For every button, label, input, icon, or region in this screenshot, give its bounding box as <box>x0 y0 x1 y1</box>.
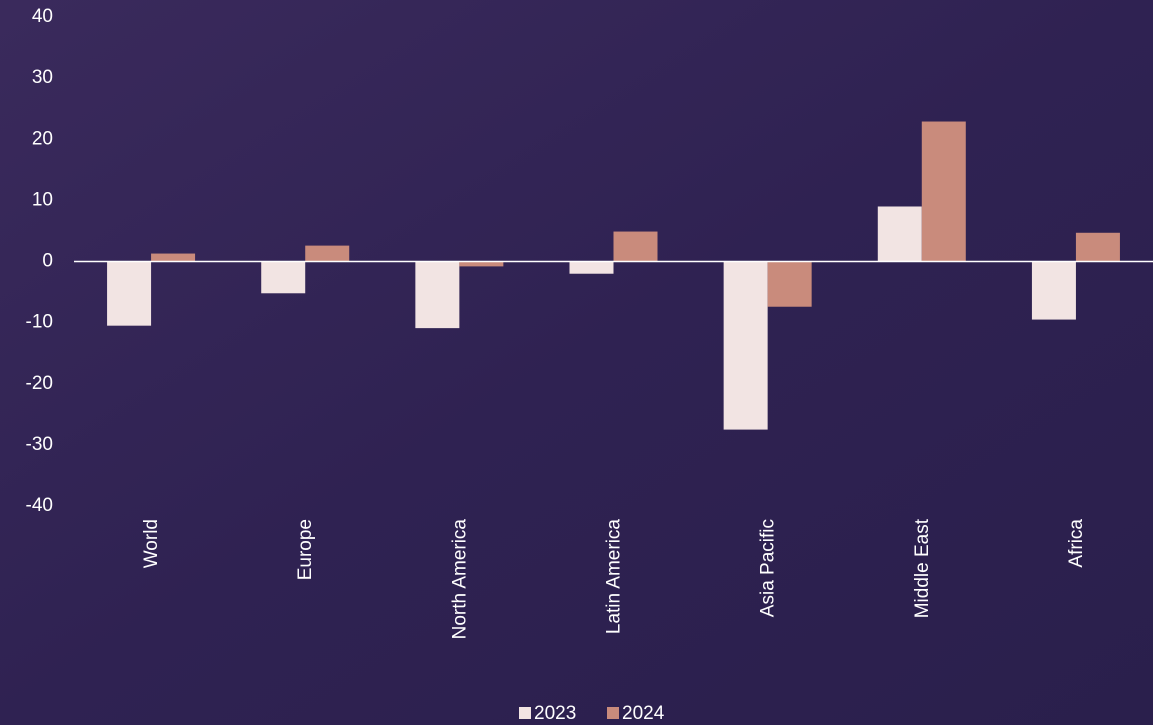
legend-label: 2023 <box>534 703 576 724</box>
x-tick-label: Europe <box>295 519 316 580</box>
bar <box>261 261 306 294</box>
bar <box>723 261 768 430</box>
bar <box>767 261 812 307</box>
x-tick-label: Asia Pacific <box>758 519 779 617</box>
bar <box>921 121 966 262</box>
bar <box>1031 261 1076 320</box>
legend-swatch <box>519 707 531 719</box>
bar <box>415 261 460 329</box>
x-tick-label: North America <box>449 519 470 640</box>
x-tick-label: Africa <box>1066 519 1087 568</box>
y-tick-label: 40 <box>32 6 53 27</box>
y-tick-label: -10 <box>26 312 53 333</box>
y-tick-label: 10 <box>32 189 53 210</box>
y-tick-label: 20 <box>32 128 53 149</box>
y-tick-label: -30 <box>26 434 53 455</box>
x-tick-label: Latin America <box>604 519 625 635</box>
bar <box>613 231 658 262</box>
bar <box>877 206 922 262</box>
y-tick-label: -40 <box>26 495 53 516</box>
bar <box>151 253 196 262</box>
legend-label: 2024 <box>622 703 665 724</box>
bar <box>569 261 614 274</box>
bar <box>305 245 350 262</box>
bar <box>107 261 152 326</box>
bar <box>1075 232 1120 262</box>
legend-swatch <box>607 707 619 719</box>
x-tick-label: World <box>141 519 162 568</box>
y-tick-label: 0 <box>42 251 53 272</box>
y-tick-label: 30 <box>32 67 53 88</box>
x-tick-label: Middle East <box>912 518 933 618</box>
y-tick-label: -20 <box>26 373 53 394</box>
bar <box>459 261 504 267</box>
